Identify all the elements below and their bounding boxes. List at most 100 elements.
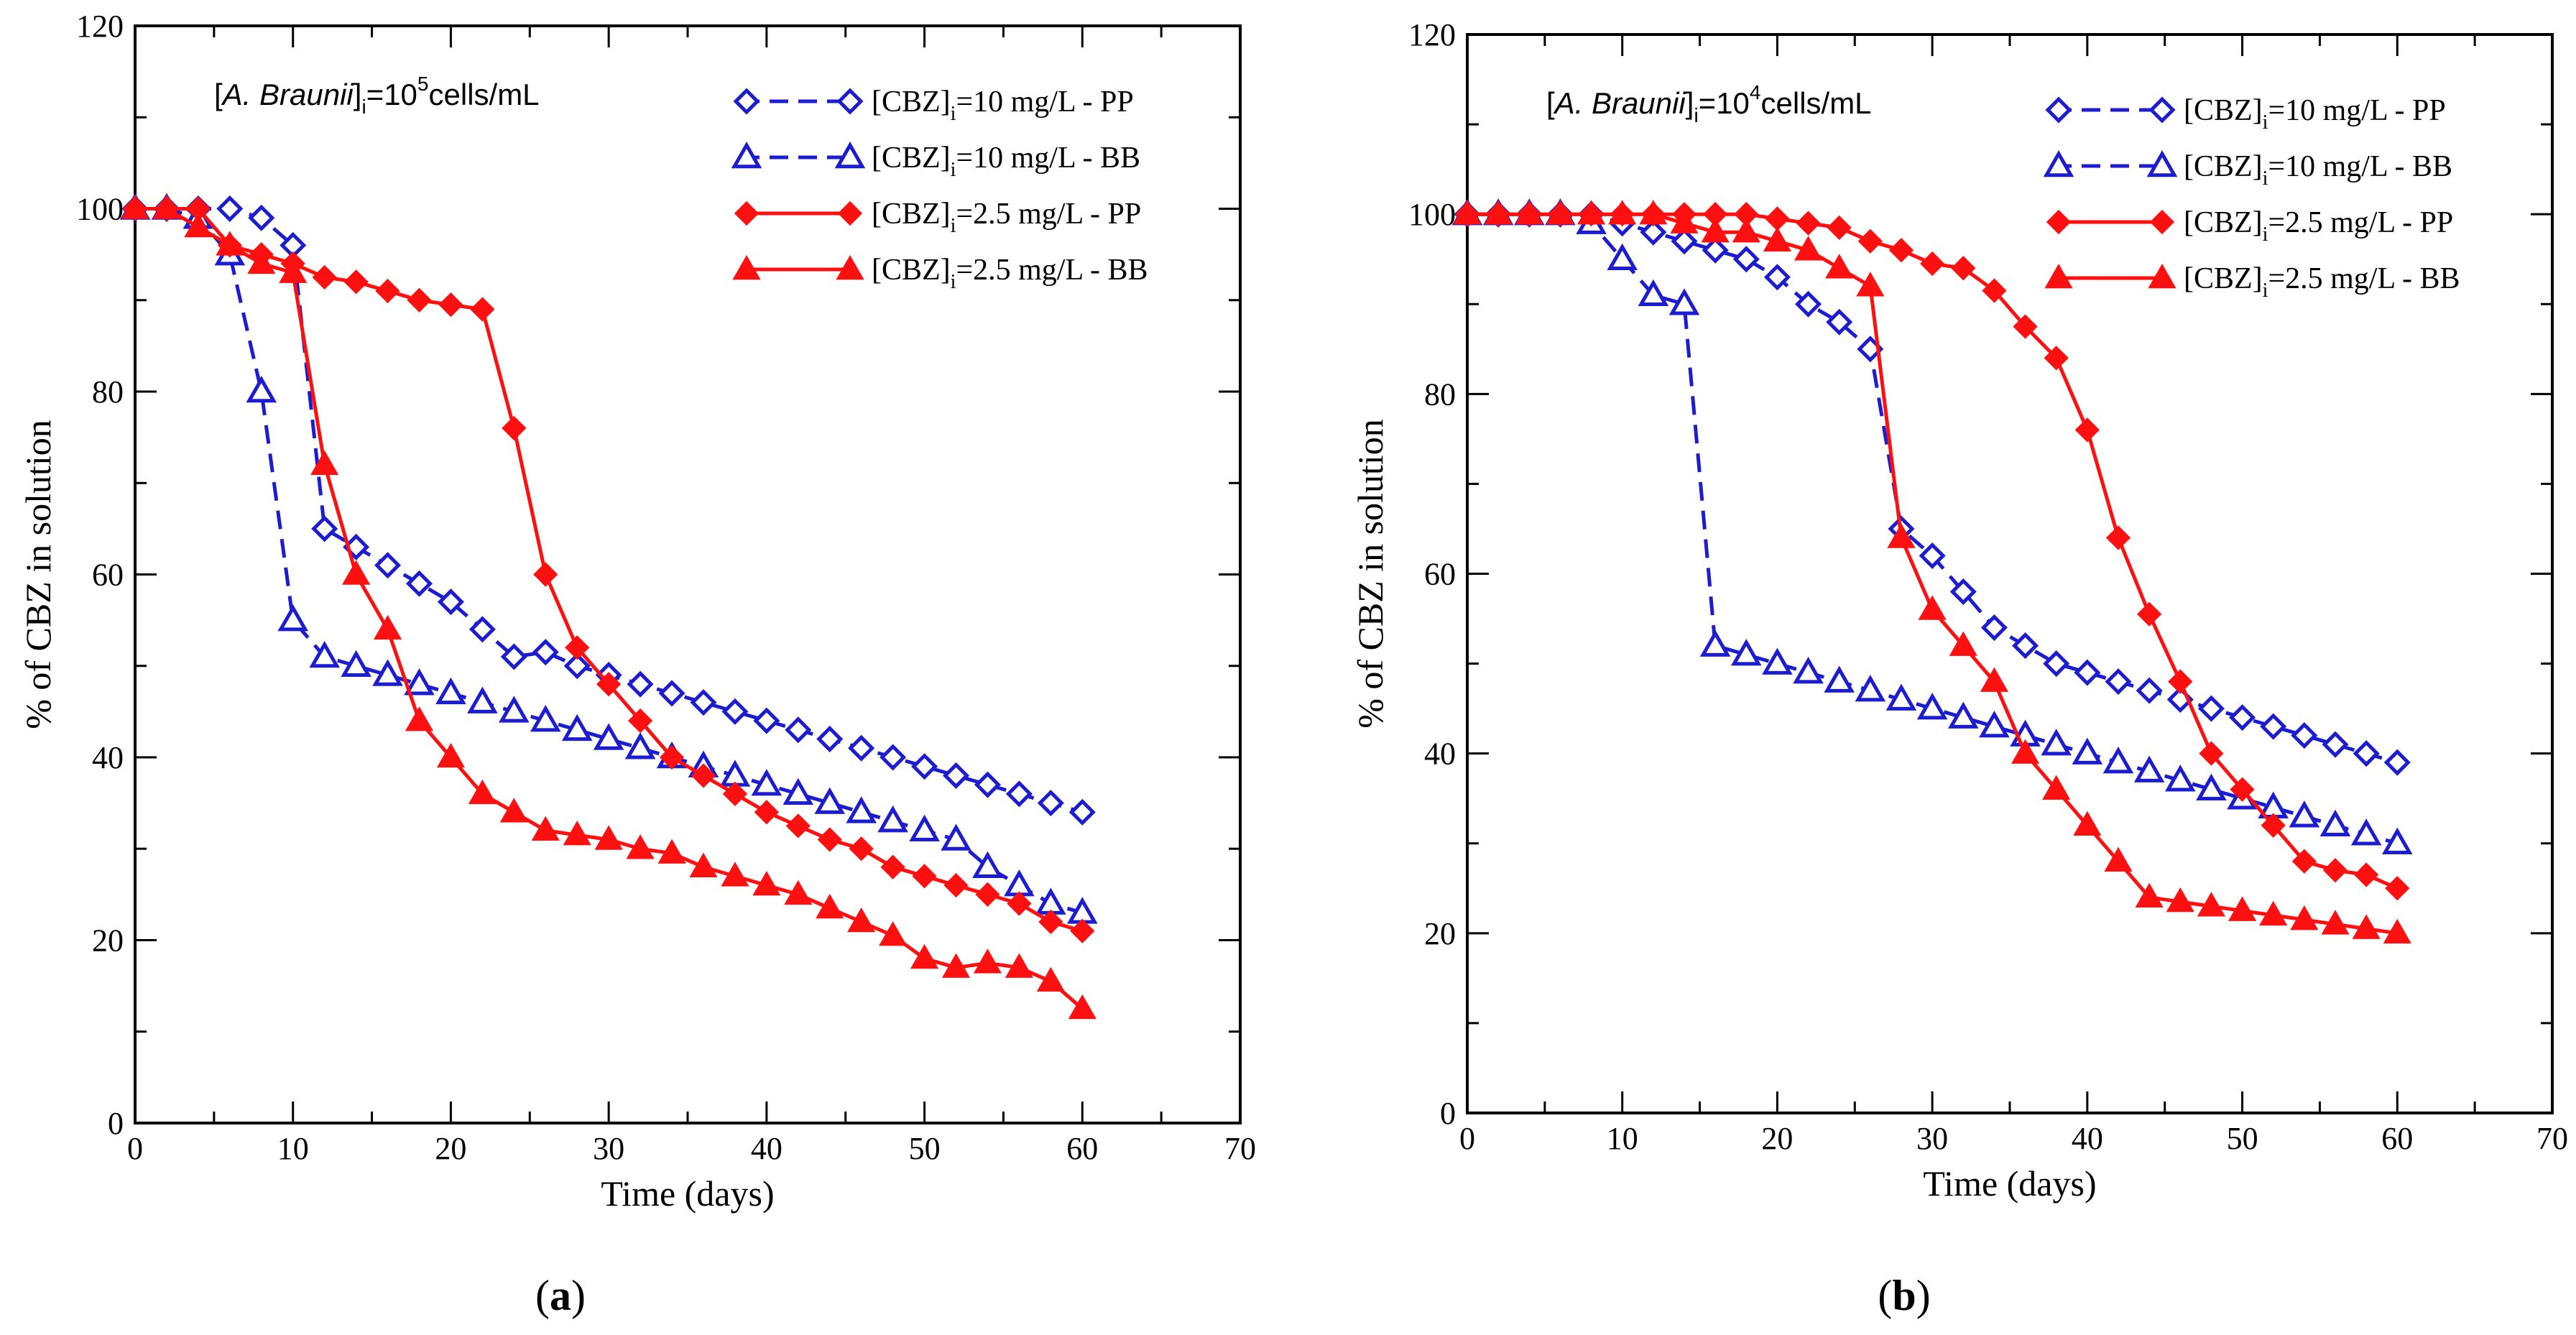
data-point: [911, 753, 938, 780]
x-tick-label: 0: [1459, 1121, 1475, 1156]
data-point: [1826, 308, 1853, 336]
data-point: [309, 640, 340, 668]
legend-marker: [732, 254, 761, 280]
y-tick-label: 100: [1408, 197, 1456, 232]
x-tick-label: 30: [1916, 1121, 1948, 1156]
data-point: [1035, 887, 1066, 915]
legend-label: [CBZ]i=10 mg/L - PP: [872, 86, 1134, 125]
legend-label: [CBZ]i=10 mg/L - BB: [872, 142, 1140, 181]
series-1: [119, 193, 1098, 924]
data-point: [593, 723, 624, 750]
data-point: [973, 948, 1002, 974]
y-tick-label: 40: [1424, 736, 1456, 772]
legend-label-sub: i: [2263, 167, 2268, 190]
data-point: [2011, 739, 2040, 764]
data-point: [880, 744, 907, 771]
legend: [CBZ]i=10 mg/L - PP [CBZ]i=10 mg/L - BB [C…: [731, 86, 1148, 293]
data-point: [1920, 251, 1945, 277]
y-tick-label: 60: [92, 558, 124, 593]
annotation-exponent: 5: [417, 73, 429, 95]
data-point: [1825, 254, 1854, 279]
legend-label: [CBZ]i=10 mg/L - PP: [2184, 94, 2446, 134]
data-point: [437, 588, 464, 616]
legend-marker: [2046, 209, 2072, 235]
legend-marker: [2043, 149, 2074, 177]
data-point: [1980, 667, 2009, 692]
data-point: [312, 264, 337, 290]
series-3: [1453, 200, 2411, 944]
data-point: [1007, 891, 1032, 916]
legend-marker: [2044, 263, 2073, 289]
data-point: [1855, 675, 1886, 702]
data-point: [1793, 657, 1824, 684]
data-point: [722, 781, 748, 807]
data-point: [468, 779, 497, 805]
x-tick-label: 20: [435, 1131, 466, 1166]
legend-marker: [734, 200, 760, 226]
data-point: [2322, 731, 2349, 758]
legend-label-rest: =2.5 mg/L - BB: [2268, 262, 2460, 295]
data-point: [1546, 200, 1575, 225]
data-point: [848, 734, 875, 762]
legend-label: [CBZ]i=10 mg/L - BB: [2184, 150, 2452, 190]
data-point: [533, 562, 558, 587]
data-point: [565, 635, 590, 660]
legend-label-sub: i: [2263, 223, 2268, 246]
data-point: [943, 873, 969, 898]
data-point: [2354, 862, 2379, 887]
legend-marker: [2148, 263, 2176, 289]
y-tick-label: 60: [1424, 557, 1456, 592]
x-tick-label: 60: [2381, 1121, 2413, 1156]
data-point: [1702, 236, 1729, 264]
x-tick-label: 50: [909, 1131, 941, 1166]
legend-label-sub: i: [951, 159, 956, 181]
data-point: [2381, 827, 2413, 854]
y-tick-label: 20: [92, 923, 124, 958]
annotation-bracket: [: [214, 78, 223, 111]
data-point: [1730, 639, 1762, 666]
y-tick-label: 120: [76, 9, 124, 44]
x-tick-label: 10: [277, 1131, 309, 1166]
data-point: [2197, 892, 2226, 917]
data-point: [1607, 243, 1638, 270]
data-point: [2105, 668, 2132, 696]
data-point: [594, 825, 623, 850]
data-point: [1796, 211, 1821, 236]
annotation-exponent: 4: [1750, 81, 1761, 103]
legend-marker: [2045, 96, 2072, 124]
data-point: [499, 798, 528, 823]
series-line: [135, 207, 1084, 1010]
data-point: [1793, 236, 1823, 261]
data-point: [816, 726, 844, 753]
data-point: [2228, 896, 2257, 921]
caption-letter: a: [550, 1272, 571, 1319]
data-point: [2319, 809, 2351, 836]
x-tick-label: 50: [2227, 1121, 2258, 1156]
series-line: [1467, 212, 2398, 936]
legend-label-base: [CBZ]: [872, 198, 951, 231]
data-point: [279, 258, 308, 283]
legend-marker: [834, 141, 866, 169]
data-point: [2072, 737, 2103, 764]
data-point: [880, 854, 905, 879]
x-tick-label: 40: [2072, 1121, 2103, 1156]
data-point: [1949, 578, 1977, 606]
data-point: [1699, 629, 1731, 657]
legend-marker: [836, 254, 864, 280]
data-point: [691, 763, 716, 788]
data-point: [2289, 800, 2320, 828]
legend-label-base: [CBZ]: [2184, 206, 2263, 239]
legend-marker: [2149, 209, 2175, 235]
annotation-value: =10: [366, 78, 417, 111]
data-point: [407, 287, 432, 313]
data-point: [659, 744, 685, 770]
data-point: [658, 680, 685, 707]
caption-letter: b: [1892, 1272, 1916, 1319]
caption-paren: (: [535, 1272, 550, 1319]
data-point: [372, 659, 403, 686]
data-point: [596, 672, 622, 697]
data-point: [1763, 226, 1792, 251]
data-point: [2197, 695, 2225, 722]
x-tick-label: 40: [751, 1131, 783, 1166]
chart-panel-a: 0 10 20 30 40 50 60 70 0 20 40 60 80 100 120 Time (days…: [18, 9, 1256, 1319]
